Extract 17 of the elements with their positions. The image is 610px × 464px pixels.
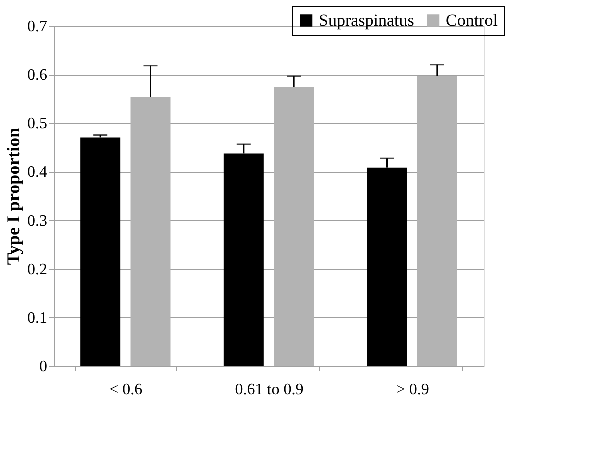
y-tick-label: 0.5	[28, 116, 48, 133]
y-tick-label: 0	[40, 358, 48, 376]
y-tick-label: 0.2	[28, 261, 48, 278]
y-tick-label: 0.7	[28, 18, 48, 36]
x-tick-label: < 0.6	[110, 382, 143, 398]
y-axis-title: Type I proportion	[4, 128, 24, 266]
bar	[417, 76, 458, 366]
y-tick-label: 0.6	[28, 67, 48, 84]
legend-label: Supraspinatus	[319, 10, 414, 30]
bar	[130, 97, 171, 366]
y-tick-label: 0.1	[28, 310, 48, 327]
y-tick-label: 0.3	[28, 212, 48, 230]
x-tick-label: > 0.9	[396, 382, 430, 398]
x-tick-label: 0.61 to 0.9	[235, 382, 304, 398]
bar	[274, 87, 314, 366]
legend-label: Control	[446, 10, 498, 30]
y-tick-label: 0.4	[28, 164, 48, 182]
